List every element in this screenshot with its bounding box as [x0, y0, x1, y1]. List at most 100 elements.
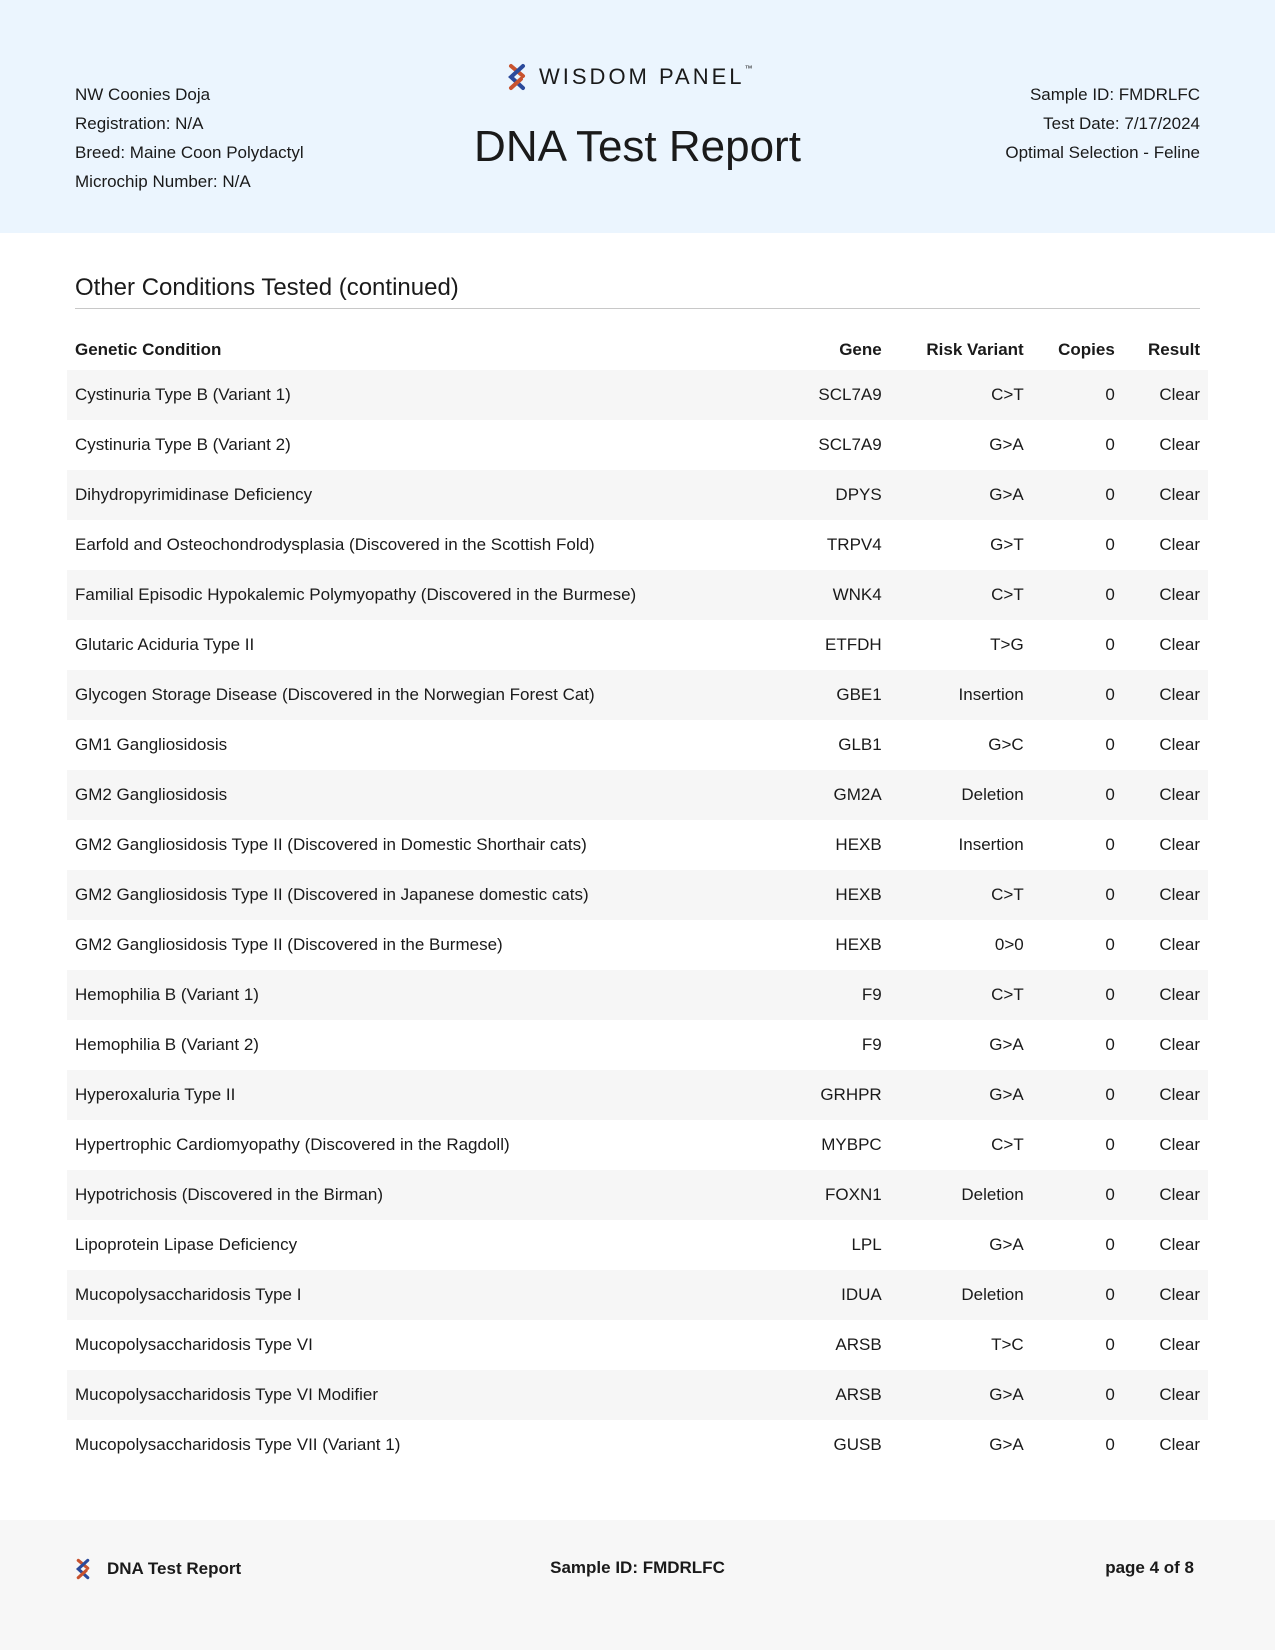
condition-cell: Mucopolysaccharidosis Type VI Modifier: [75, 1385, 378, 1404]
sample-id: Sample ID: FMDRLFC: [1029, 85, 1200, 104]
condition-cell: Hyperoxaluria Type II: [75, 1085, 236, 1104]
copies-cell: 0: [1105, 1285, 1115, 1304]
gene-cell: F9: [861, 1035, 882, 1054]
gene-cell: HEXB: [835, 885, 882, 904]
pet-info: NW Coonies Doja Registration: N/A Breed:…: [75, 80, 304, 196]
gene-cell: ARSB: [835, 1335, 882, 1354]
condition-cell: Cystinuria Type B (Variant 1): [75, 385, 291, 404]
result-cell: Clear: [1159, 835, 1200, 854]
gene-cell: GLB1: [838, 735, 882, 754]
copies-cell: 0: [1105, 585, 1115, 604]
result-cell: Clear: [1159, 885, 1200, 904]
condition-cell: Hemophilia B (Variant 1): [75, 985, 259, 1004]
risk-variant-cell: C>T: [991, 585, 1024, 604]
risk-variant-cell: Deletion: [961, 1185, 1024, 1204]
breed: Breed: Maine Coon Polydactyl: [75, 143, 304, 162]
result-cell: Clear: [1159, 435, 1200, 454]
result-cell: Clear: [1159, 935, 1200, 954]
copies-cell: 0: [1105, 635, 1115, 654]
column-header: Copies: [1058, 340, 1115, 359]
condition-cell: GM2 Gangliosidosis Type II (Discovered i…: [75, 935, 503, 954]
copies-cell: 0: [1105, 685, 1115, 704]
risk-variant-cell: 0>0: [994, 935, 1024, 954]
condition-cell: Cystinuria Type B (Variant 2): [75, 435, 291, 454]
risk-variant-cell: G>A: [989, 1085, 1024, 1104]
risk-variant-cell: G>T: [990, 535, 1024, 554]
table-row: Hyperoxaluria Type II GRHPR G>A 0 Clear: [67, 1070, 1208, 1120]
result-cell: Clear: [1159, 1035, 1200, 1054]
table-header: Genetic Condition Gene Risk Variant Copies R…: [67, 330, 1208, 370]
condition-cell: GM1 Gangliosidosis: [75, 735, 228, 754]
copies-cell: 0: [1105, 485, 1115, 504]
copies-cell: 0: [1105, 1435, 1115, 1454]
gene-cell: GUSB: [833, 1435, 882, 1454]
risk-variant-cell: Deletion: [961, 785, 1024, 804]
table-row: GM2 Gangliosidosis Type II (Discovered i…: [67, 920, 1208, 970]
gene-cell: IDUA: [841, 1285, 882, 1304]
condition-cell: GM2 Gangliosidosis Type II (Discovered i…: [75, 835, 587, 854]
result-cell: Clear: [1159, 1135, 1200, 1154]
pet-name: NW Coonies Doja: [75, 85, 211, 104]
condition-cell: Familial Episodic Hypokalemic Polymyopat…: [75, 585, 637, 604]
copies-cell: 0: [1105, 885, 1115, 904]
copies-cell: 0: [1105, 1335, 1115, 1354]
trademark: ™: [744, 64, 753, 73]
table-row: Dihydropyrimidinase Deficiency DPYS G>A 0 Cl…: [67, 470, 1208, 520]
risk-variant-cell: G>A: [989, 435, 1024, 454]
risk-variant-cell: G>C: [988, 735, 1024, 754]
table-row: Glycogen Storage Disease (Discovered in …: [67, 670, 1208, 720]
table-row: Mucopolysaccharidosis Type VI Modifier AR…: [67, 1370, 1208, 1420]
risk-variant-cell: G>A: [989, 1235, 1024, 1254]
copies-cell: 0: [1105, 835, 1115, 854]
registration: Registration: N/A: [75, 114, 204, 133]
copies-cell: 0: [1105, 935, 1115, 954]
risk-variant-cell: G>A: [989, 485, 1024, 504]
table-row: GM2 Gangliosidosis GM2A Deletion 0 Clear: [67, 770, 1208, 820]
gene-cell: SCL7A9: [818, 385, 882, 404]
column-header: Genetic Condition: [75, 340, 222, 359]
gene-cell: ARSB: [835, 1385, 882, 1404]
condition-cell: Hemophilia B (Variant 2): [75, 1035, 259, 1054]
footer-title: DNA Test Report: [107, 1559, 242, 1578]
gene-cell: TRPV4: [826, 535, 882, 554]
report-header: NW Coonies Doja Registration: N/A Breed:…: [0, 0, 1275, 233]
column-header: Risk Variant: [926, 340, 1024, 359]
risk-variant-cell: Deletion: [961, 1285, 1024, 1304]
risk-variant-cell: Insertion: [958, 835, 1024, 854]
result-cell: Clear: [1159, 635, 1200, 654]
table-row: Hypotrichosis (Discovered in the Birman)…: [67, 1170, 1208, 1220]
section-title: Other Conditions Tested (continued): [75, 274, 1200, 309]
risk-variant-cell: C>T: [991, 385, 1024, 404]
conditions-table: Genetic Condition Gene Risk Variant Copies R…: [67, 330, 1208, 1470]
table-row: GM1 Gangliosidosis GLB1 G>C 0 Clear: [67, 720, 1208, 770]
gene-cell: SCL7A9: [818, 435, 882, 454]
risk-variant-cell: T>C: [991, 1335, 1024, 1354]
gene-cell: WNK4: [832, 585, 882, 604]
condition-cell: Dihydropyrimidinase Deficiency: [75, 485, 313, 504]
result-cell: Clear: [1159, 1185, 1200, 1204]
copies-cell: 0: [1105, 985, 1115, 1004]
test-date: Test Date: 7/17/2024: [1043, 114, 1200, 133]
dna-logo-icon: [75, 1558, 90, 1580]
risk-variant-cell: G>A: [989, 1385, 1024, 1404]
copies-cell: 0: [1105, 435, 1115, 454]
copies-cell: 0: [1105, 385, 1115, 404]
column-header: Gene: [839, 340, 882, 359]
result-cell: Clear: [1159, 1335, 1200, 1354]
condition-cell: Earfold and Osteochondrodysplasia (Disco…: [75, 535, 595, 554]
gene-cell: F9: [861, 985, 882, 1004]
result-cell: Clear: [1159, 985, 1200, 1004]
condition-cell: Hypertrophic Cardiomyopathy (Discovered …: [75, 1135, 510, 1154]
risk-variant-cell: Insertion: [958, 685, 1024, 704]
brand-logo: WISDOM PANEL™: [507, 63, 753, 91]
page-footer: DNA Test Report Sample ID: FMDRLFC page …: [0, 1520, 1275, 1650]
result-cell: Clear: [1159, 1285, 1200, 1304]
gene-cell: GRHPR: [820, 1085, 882, 1104]
condition-cell: Glycogen Storage Disease (Discovered in …: [75, 685, 595, 704]
table-row: Cystinuria Type B (Variant 1) SCL7A9 C>T 0 C…: [67, 370, 1208, 420]
page-number: page 4 of 8: [1105, 1558, 1194, 1577]
result-cell: Clear: [1159, 535, 1200, 554]
table-row: GM2 Gangliosidosis Type II (Discovered i…: [67, 870, 1208, 920]
gene-cell: FOXN1: [825, 1185, 882, 1204]
risk-variant-cell: C>T: [991, 885, 1024, 904]
